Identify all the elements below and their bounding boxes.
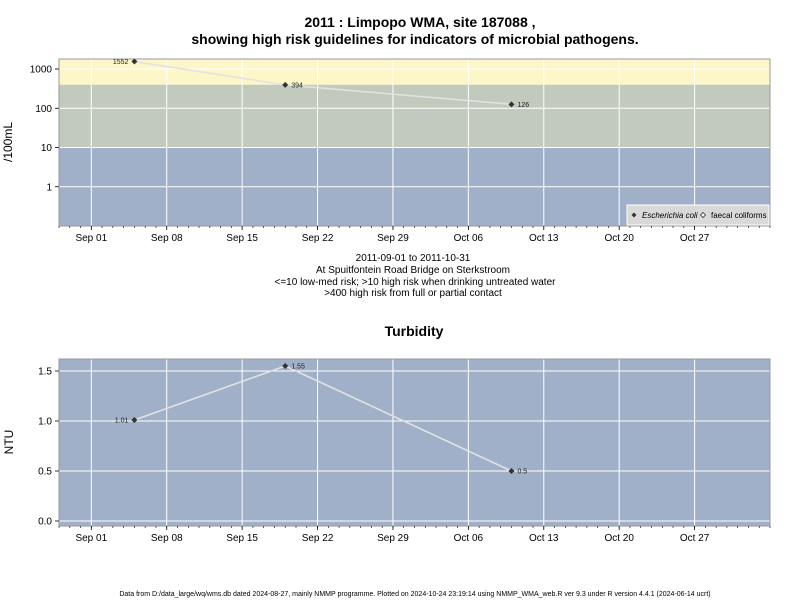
risk-bands: [59, 59, 770, 226]
x-tick-label: Sep 01: [75, 233, 107, 244]
bottom-panel-grid: [59, 359, 770, 526]
x-tick-label: Sep 29: [377, 533, 409, 544]
x-tick-label: Oct 13: [529, 533, 559, 544]
caption-date-range: 2011-09-01 to 2011-10-31: [356, 253, 471, 264]
top-panel-y-label: /100mL: [1, 122, 15, 162]
x-tick-label: Sep 29: [377, 233, 409, 244]
legend-faecal-label: faecal coliforms: [711, 211, 767, 220]
turbidity-point-label: 0.5: [517, 469, 527, 476]
ecoli-point: [282, 81, 289, 88]
y-tick-label: 1.5: [38, 367, 52, 378]
x-tick-label: Oct 20: [604, 533, 634, 544]
x-tick-label: Oct 27: [680, 533, 710, 544]
y-tick-label: 1000: [30, 65, 53, 76]
turbidity-point-label: 1.55: [291, 364, 305, 371]
turbidity-title: Turbidity: [385, 323, 444, 339]
caption-guideline-1: <=10 low-med risk; >10 high risk when dr…: [275, 277, 557, 288]
legend-box: [626, 204, 770, 226]
caption-guideline-2: >400 high risk from full or partial cont…: [324, 288, 502, 299]
legend-filled-diamond-icon: [631, 212, 637, 218]
chart-title-line1: 2011 : Limpopo WMA, site 187088 ,: [304, 14, 535, 30]
x-tick-label: Sep 22: [302, 533, 334, 544]
ecoli-point-label: 1552: [113, 59, 129, 66]
ecoli-point: [131, 58, 138, 65]
x-tick-label: Oct 06: [454, 533, 484, 544]
legend-open-diamond-icon: [699, 211, 707, 219]
x-tick-label: Sep 22: [302, 233, 334, 244]
caption-site: At Spuitfontein Road Bridge on Sterkstro…: [316, 265, 510, 276]
chart-title-line2: showing high risk guidelines for indicat…: [191, 31, 638, 47]
footer-note: Data from D:/data_large/wq/wms.db dated …: [119, 591, 710, 598]
top-panel-x-axis: Sep 01 Sep 08 Sep 15 Sep 22 Sep 29 Oct 06 Oct …: [58, 226, 771, 244]
top-panel-y-axis: 1 10 100 1000: [30, 65, 59, 193]
turbidity-point: [282, 363, 289, 369]
y-tick-label: 1: [46, 182, 52, 193]
risk-band: [59, 59, 770, 85]
x-tick-label: Sep 08: [151, 233, 183, 244]
x-tick-label: Sep 08: [151, 533, 183, 544]
x-tick-label: Sep 15: [226, 533, 258, 544]
y-tick-label: 0.0: [38, 517, 52, 528]
turbidity-point: [131, 417, 138, 423]
bottom-panel-x-axis: Sep 01 Sep 08 Sep 15 Sep 22 Sep 29 Oct 06 Oct …: [58, 526, 771, 544]
x-tick-label: Sep 15: [226, 233, 258, 244]
turbidity-series: 1.01 1.55 0.5: [115, 363, 527, 476]
y-tick-label: 100: [35, 104, 52, 115]
legend-ecoli-label: Escherichia coli: [642, 211, 698, 220]
bottom-panel-y-axis: 0.0 0.5 1.0 1.5: [38, 367, 59, 528]
ecoli-point-label: 126: [517, 102, 529, 109]
y-tick-label: 1.0: [38, 417, 52, 428]
turbidity-point: [508, 468, 515, 474]
x-tick-label: Sep 01: [75, 533, 107, 544]
x-tick-label: Oct 20: [604, 233, 634, 244]
top-panel-grid: [59, 59, 770, 226]
risk-band: [59, 84, 770, 148]
x-tick-label: Oct 13: [529, 233, 559, 244]
ecoli-point: [508, 101, 515, 108]
bottom-panel-y-label: NTU: [2, 430, 16, 455]
ecoli-series: 1552 394 126: [113, 58, 529, 109]
top-panel-legend: Escherichia coli faecal coliforms: [626, 204, 770, 226]
bottom-panel-background: [59, 359, 770, 526]
ecoli-point-label: 394: [291, 82, 303, 89]
x-tick-label: Oct 27: [680, 233, 710, 244]
y-tick-label: 0.5: [38, 467, 52, 478]
y-tick-label: 10: [41, 143, 53, 154]
turbidity-point-label: 1.01: [115, 418, 129, 425]
x-tick-label: Oct 06: [454, 233, 484, 244]
